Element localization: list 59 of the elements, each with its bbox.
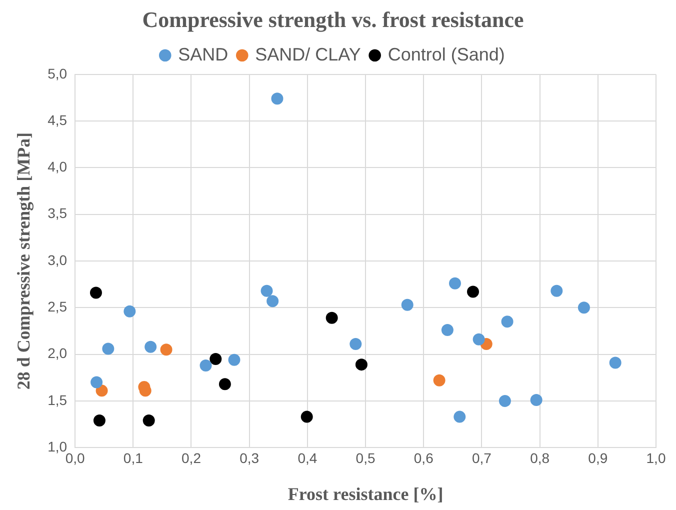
point: [300, 410, 313, 423]
x-tick-label: 1,0: [646, 450, 666, 466]
point: [228, 354, 240, 366]
point: [124, 305, 136, 318]
x-axis-title: Frost resistance [%]: [288, 484, 444, 504]
point: [578, 302, 590, 314]
x-tick-label: 0,2: [182, 450, 202, 466]
point: [501, 316, 514, 328]
point: [472, 333, 485, 346]
x-tick-label: 0,0: [65, 450, 86, 466]
x-tick-label: 0,5: [356, 450, 376, 466]
point: [144, 340, 157, 353]
point: [498, 394, 511, 407]
point: [271, 92, 284, 105]
x-tick-label: 0,8: [530, 450, 550, 466]
y-tick-label: 2,0: [48, 345, 68, 362]
point: [350, 338, 362, 350]
point: [609, 356, 622, 369]
x-tick-label: 0,7: [472, 450, 492, 466]
legend-label: Control (Sand): [388, 44, 505, 64]
point: [266, 295, 279, 308]
y-tick-label: 1,5: [48, 392, 68, 408]
y-tick-label: 5,0: [48, 65, 68, 82]
point: [160, 344, 172, 356]
x-tick-label: 0,4: [298, 450, 318, 466]
point: [90, 286, 102, 299]
point: [550, 284, 563, 297]
y-tick-label: 3,0: [48, 252, 68, 268]
point: [200, 359, 212, 372]
point: [210, 352, 222, 365]
point: [326, 312, 338, 324]
legend-label: SAND: [178, 44, 228, 64]
y-tick-label: 4,0: [48, 158, 68, 175]
point: [102, 342, 114, 355]
x-tick-label: 0,1: [123, 450, 144, 466]
x-tick-label: 0,9: [588, 450, 608, 466]
legend-label: SAND/ CLAY: [255, 44, 361, 64]
point: [355, 358, 368, 371]
point: [93, 414, 106, 427]
point: [530, 394, 542, 406]
x-tick-label: 0,3: [240, 450, 260, 466]
point: [260, 284, 273, 297]
point: [96, 384, 108, 397]
point: [218, 378, 231, 390]
point: [401, 298, 414, 311]
point: [454, 410, 466, 423]
y-tick-label: 4,5: [48, 112, 68, 128]
x-tick-label: 0,6: [414, 450, 434, 466]
point: [142, 414, 155, 427]
y-axis-title: 28 d Compressive strength [MPa]: [13, 132, 34, 390]
point: [433, 374, 446, 386]
y-tick-label: 2,5: [48, 298, 68, 315]
y-tick-label: 3,5: [48, 205, 68, 222]
point: [467, 286, 480, 298]
point: [90, 376, 103, 388]
point: [441, 324, 454, 336]
y-tick-label: 1,0: [48, 438, 68, 454]
chart-title: Compressive strength vs. frost resistance: [142, 6, 524, 32]
point: [448, 277, 461, 290]
